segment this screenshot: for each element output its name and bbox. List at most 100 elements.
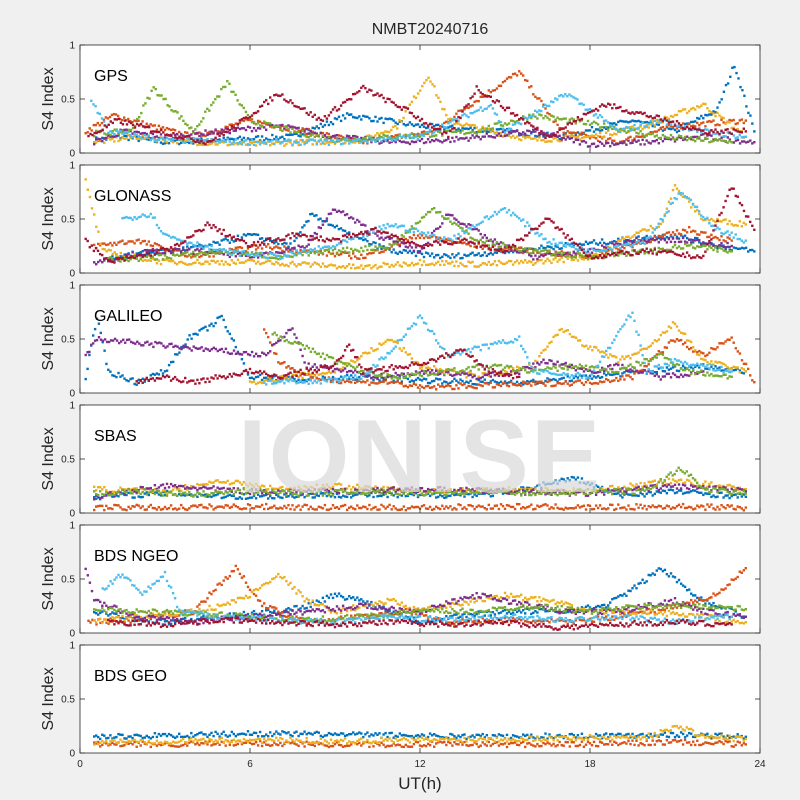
data-point	[125, 119, 128, 122]
data-point	[491, 107, 495, 110]
data-point	[692, 135, 695, 139]
data-point	[499, 124, 503, 127]
data-point	[196, 258, 199, 262]
data-point	[477, 108, 480, 112]
data-point	[216, 249, 219, 253]
data-point	[574, 256, 577, 259]
data-point	[449, 239, 452, 242]
data-point	[339, 242, 343, 245]
data-point	[123, 259, 126, 262]
data-point	[704, 132, 707, 135]
data-point	[736, 130, 739, 133]
data-point	[162, 131, 165, 134]
data-point	[301, 245, 304, 248]
data-point	[263, 142, 266, 145]
data-point	[738, 369, 741, 372]
data-point	[544, 237, 547, 240]
data-point	[623, 120, 626, 123]
data-point	[390, 137, 393, 140]
data-point	[439, 131, 442, 134]
data-point	[218, 315, 221, 319]
data-point	[489, 248, 492, 252]
data-point	[289, 242, 292, 245]
data-point	[657, 222, 660, 225]
data-point	[532, 113, 535, 116]
data-point	[394, 234, 397, 237]
data-point	[692, 238, 695, 242]
data-point	[607, 128, 610, 131]
data-point	[184, 122, 187, 125]
data-point	[439, 239, 442, 242]
data-point	[607, 126, 610, 129]
data-point	[461, 256, 464, 260]
data-point	[629, 126, 632, 129]
data-point	[400, 234, 403, 237]
data-point	[649, 122, 652, 126]
data-point	[633, 127, 636, 130]
data-point	[246, 113, 250, 117]
data-point	[558, 241, 561, 245]
data-point	[297, 141, 300, 144]
data-point	[518, 246, 521, 249]
data-point	[690, 243, 693, 246]
data-point	[182, 246, 185, 249]
data-point	[378, 117, 381, 120]
data-point	[86, 188, 89, 191]
data-point	[380, 131, 383, 135]
data-point	[645, 120, 648, 124]
data-point	[210, 251, 213, 255]
data-point	[611, 124, 614, 128]
data-point	[457, 232, 460, 236]
data-point	[584, 240, 588, 243]
data-point	[216, 229, 219, 233]
data-point	[163, 254, 167, 257]
data-point	[151, 255, 155, 258]
data-point	[449, 262, 452, 265]
data-point	[737, 77, 740, 80]
data-point	[742, 247, 746, 250]
data-point	[111, 131, 114, 135]
data-point	[372, 119, 375, 123]
data-point	[518, 118, 521, 121]
data-point	[550, 114, 553, 117]
data-point	[499, 380, 503, 383]
data-point	[605, 105, 608, 108]
data-point	[457, 138, 460, 141]
data-point	[487, 381, 490, 385]
data-point	[526, 247, 529, 250]
data-point	[190, 126, 193, 129]
data-point	[256, 375, 260, 378]
data-point	[724, 246, 727, 249]
data-point	[345, 240, 349, 244]
data-point	[461, 379, 464, 383]
data-point	[714, 124, 717, 127]
data-point	[528, 252, 531, 255]
data-point	[240, 252, 244, 256]
data-point	[437, 211, 440, 214]
data-point	[198, 243, 201, 246]
data-point	[410, 261, 414, 265]
data-point	[382, 250, 385, 253]
data-point	[704, 367, 707, 370]
data-point	[513, 123, 517, 126]
data-point	[226, 330, 229, 333]
data-point	[485, 239, 488, 242]
data-point	[297, 106, 300, 109]
data-point	[370, 228, 373, 231]
data-point	[665, 211, 668, 214]
data-point	[459, 378, 462, 381]
data-point	[667, 136, 671, 140]
data-point	[214, 139, 217, 142]
data-point	[208, 248, 211, 251]
data-point	[303, 224, 306, 227]
data-point	[526, 250, 529, 254]
data-point	[236, 252, 240, 256]
data-point	[487, 130, 490, 133]
data-point	[532, 93, 535, 96]
data-point	[341, 137, 345, 140]
data-point	[511, 72, 515, 76]
data-point	[238, 103, 241, 106]
data-point	[550, 100, 553, 103]
data-point	[598, 131, 602, 135]
data-point	[258, 140, 262, 143]
